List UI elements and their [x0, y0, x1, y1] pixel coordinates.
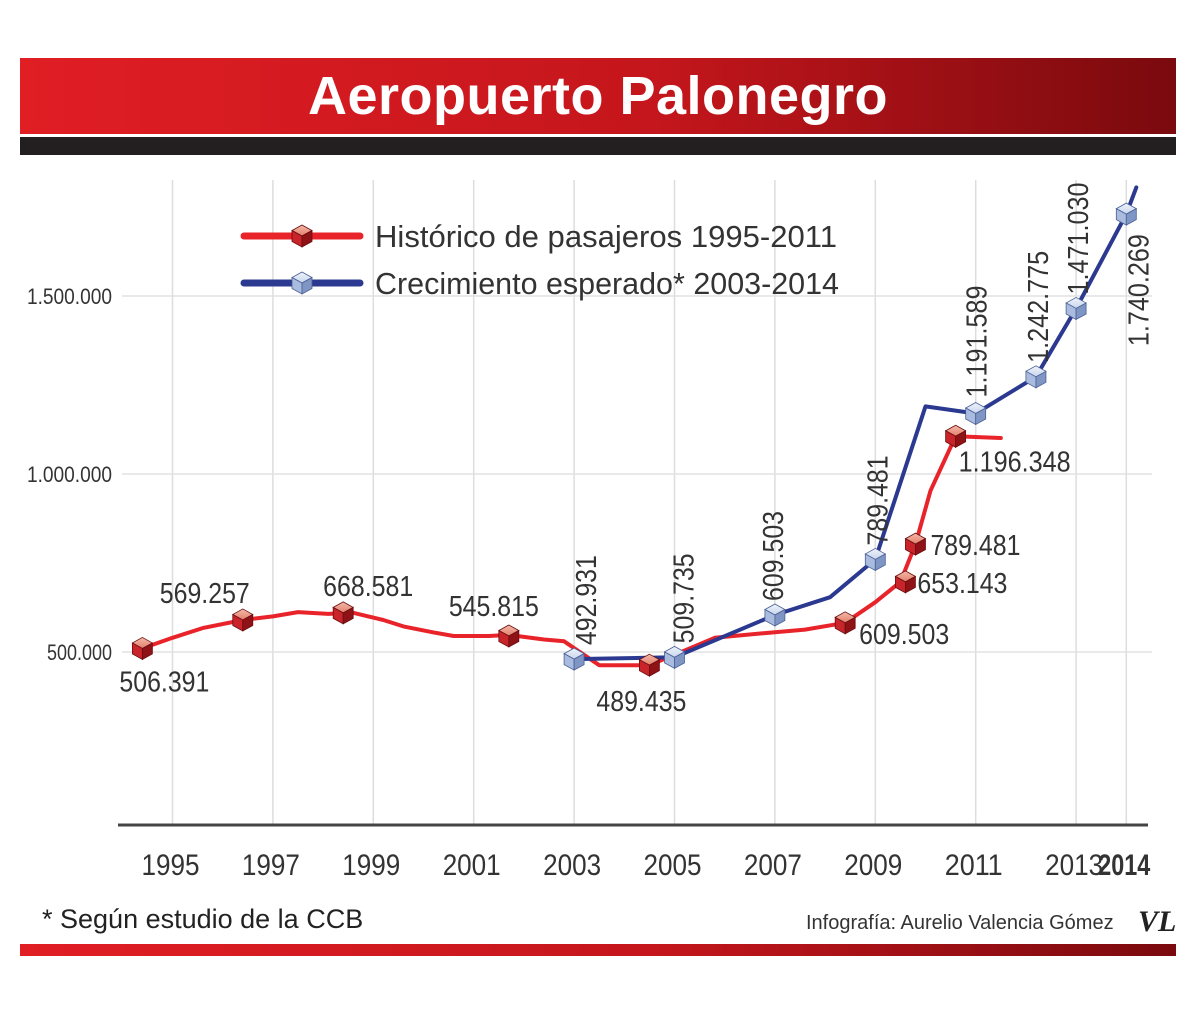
data-label: 509.735 [669, 553, 701, 643]
series-0-point-2 [332, 601, 355, 625]
series-line-1 [572, 185, 1139, 662]
cube-right [1035, 370, 1047, 389]
page-title: Aeropuerto Palonegro [307, 66, 889, 126]
cube-right [774, 608, 786, 627]
cube-right [242, 613, 254, 632]
series-lines [140, 185, 1139, 668]
cube-right [1125, 207, 1137, 226]
title-underline-bar [20, 137, 1176, 155]
data-label: 653.143 [917, 568, 1007, 600]
x-tick-label-2005: 2005 [644, 849, 702, 882]
series-1-point-1 [663, 645, 686, 670]
cube-right [1075, 302, 1087, 321]
data-label: 492.931 [571, 555, 603, 645]
data-label: 668.581 [323, 571, 413, 603]
x-tick-label-2011: 2011 [945, 849, 1003, 882]
cube-right [301, 276, 313, 295]
x-tick-label-2009: 2009 [844, 849, 902, 882]
y-tick-label: 1.000.000 [27, 462, 112, 487]
publisher-logo: VL [1138, 905, 1177, 938]
series-1-point-5 [1025, 365, 1047, 389]
y-tick-label: 500.000 [47, 640, 112, 665]
cube-right [905, 575, 916, 594]
x-tick-label-2003: 2003 [543, 849, 601, 882]
legend: Histórico de pasajeros 1995-2011 Crecimie… [240, 219, 839, 301]
cube-right [342, 606, 354, 625]
credit-text: Infografía: Aurelio Valencia Gómez [806, 912, 1114, 934]
series-0-point-1 [231, 608, 254, 632]
data-label: 1.471.030 [1063, 182, 1095, 294]
footnote: * Según estudio de la CCB [42, 904, 364, 934]
series-1-point-0 [563, 647, 585, 671]
cube-right [844, 616, 856, 635]
series-1-point-6 [1065, 297, 1087, 321]
series-0-point-0 [131, 636, 154, 661]
cube-right [975, 407, 987, 426]
series-line-0 [140, 434, 1003, 668]
series-1-point-2 [764, 603, 786, 627]
series-1-point-7 [1115, 202, 1138, 226]
bottom-bar [20, 944, 1176, 956]
cube-right [649, 658, 660, 677]
x-tick-label-1999: 1999 [342, 849, 400, 882]
series-markers [131, 202, 1138, 677]
cube-right [508, 629, 520, 648]
series-0-point-8 [944, 424, 967, 448]
cube-right [874, 553, 886, 572]
cube-right [674, 651, 685, 670]
series-0-point-3 [498, 624, 520, 648]
x-tick-label-2007: 2007 [744, 849, 802, 882]
data-label: 569.257 [160, 578, 250, 610]
axes: 500.000 1.000.000 1.500.000 1995 1997 1999 200… [27, 284, 1151, 882]
data-label: 506.391 [119, 666, 209, 698]
x-tick-label-1995: 1995 [142, 849, 200, 882]
cube-right [573, 652, 585, 671]
data-label: 1.740.269 [1123, 234, 1155, 346]
y-tick-label: 1.500.000 [27, 284, 112, 309]
cube-right [915, 537, 926, 556]
x-tick-label-2013: 2013 [1045, 849, 1103, 882]
series-0-point-7 [904, 532, 927, 556]
legend-marker-0 [291, 224, 313, 248]
data-labels: 506.391 569.257 668.581 545.815 489.435 609.5… [119, 182, 1155, 718]
data-label: 545.815 [449, 591, 539, 623]
cube-right [955, 430, 967, 448]
data-label: 1.196.348 [959, 446, 1071, 478]
legend-label-0: Histórico de pasajeros 1995-2011 [375, 219, 837, 254]
data-label: 789.481 [930, 530, 1020, 562]
grid-lines [122, 180, 1152, 825]
series-1-point-3 [864, 547, 887, 572]
cube-right [301, 229, 313, 248]
series-1-point-4 [964, 402, 987, 426]
legend-label-1: Crecimiento esperado* 2003-2014 [375, 266, 839, 301]
x-tick-label-2014: 2014 [1098, 849, 1150, 882]
series-0-point-4 [638, 653, 661, 677]
data-label: 1.191.589 [962, 285, 994, 397]
series-0-point-6 [894, 570, 917, 594]
data-label: 609.503 [758, 511, 790, 601]
data-label: 489.435 [596, 686, 686, 718]
x-tick-label-2001: 2001 [443, 849, 501, 882]
data-label: 609.503 [859, 619, 949, 651]
data-label: 789.481 [862, 455, 894, 545]
data-label: 1.242.775 [1023, 251, 1055, 363]
title-bar: Aeropuerto Palonegro [20, 58, 1176, 134]
legend-marker-1 [291, 271, 313, 295]
series-0-point-5 [834, 611, 857, 635]
x-tick-label-1997: 1997 [242, 849, 300, 882]
cube-right [141, 642, 153, 661]
